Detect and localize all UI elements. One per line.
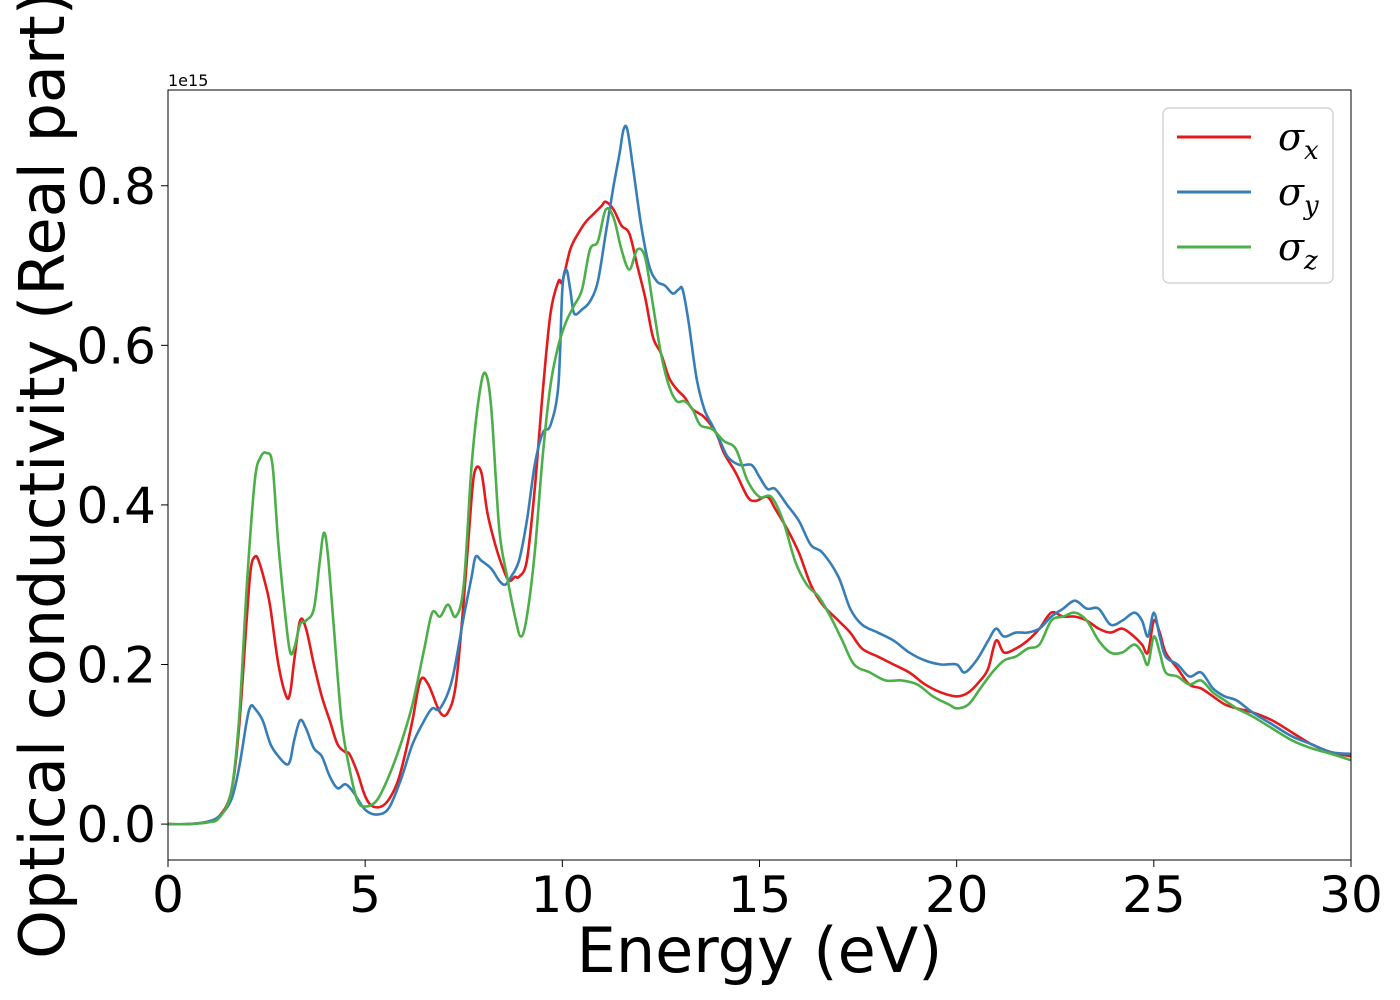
x-axis: 0 5 10 15 20 25 30 <box>152 860 1383 924</box>
y-tick-label: 0.2 <box>76 637 156 695</box>
legend-label-y: σy <box>1278 170 1319 221</box>
y-axis-label: Optical conductivity (Real part) <box>6 0 79 959</box>
x-tick-label: 10 <box>531 866 595 924</box>
x-tick-label: 0 <box>152 866 184 924</box>
legend-label-x: σx <box>1278 115 1319 166</box>
legend-subscript: x <box>1304 136 1319 166</box>
legend-symbol: σ <box>1278 115 1305 159</box>
x-tick-label: 20 <box>925 866 989 924</box>
series-line-y <box>168 124 1351 826</box>
x-tick-label: 5 <box>349 866 381 924</box>
x-tick-label: 25 <box>1122 866 1186 924</box>
series-line-x <box>168 200 1351 826</box>
legend-subscript: z <box>1303 246 1318 276</box>
legend-box <box>1162 107 1334 284</box>
y-tick-label: 0.0 <box>76 796 156 854</box>
legend-subscript: y <box>1303 191 1319 221</box>
y-tick-label: 0.6 <box>76 317 156 375</box>
legend-label-z: σz <box>1278 225 1318 276</box>
series-line-z <box>168 207 1351 826</box>
y-tick-label: 0.4 <box>76 477 156 535</box>
legend-symbol: σ <box>1278 170 1305 214</box>
x-axis-label: Energy (eV) <box>577 914 943 987</box>
y-axis: 0.0 0.2 0.4 0.6 0.8 <box>76 158 168 854</box>
legend-symbol: σ <box>1278 225 1305 269</box>
series-layer <box>168 124 1351 826</box>
x-tick-label: 30 <box>1319 866 1383 924</box>
x-tick-label: 15 <box>728 866 792 924</box>
y-axis-offset-text: 1e15 <box>168 71 208 90</box>
y-tick-label: 0.8 <box>76 158 156 216</box>
